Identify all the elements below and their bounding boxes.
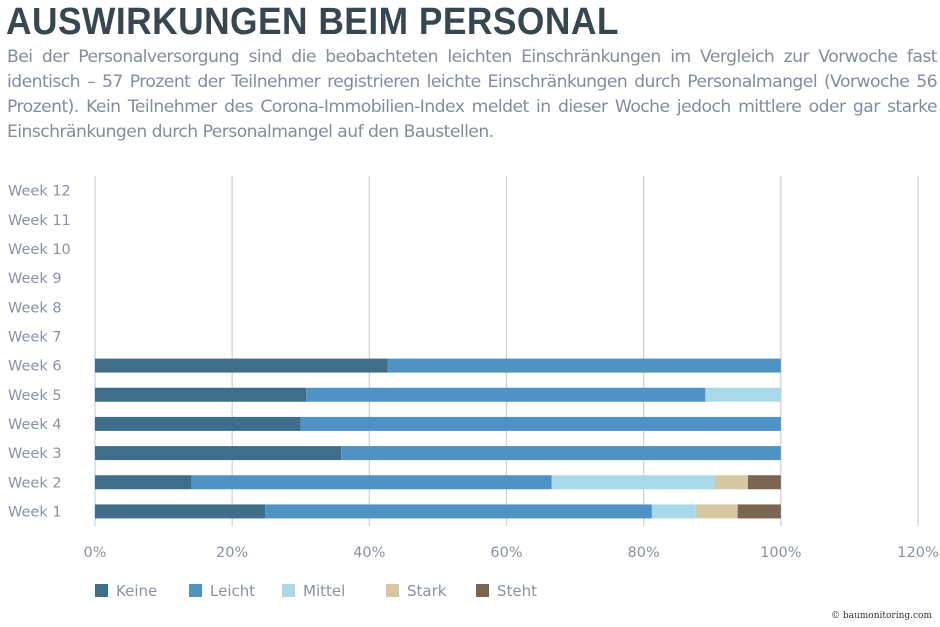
x-tick-label: 80% bbox=[628, 545, 660, 561]
legend-label: Stark bbox=[407, 582, 447, 600]
y-category-label: Week 10 bbox=[8, 242, 71, 258]
gridlines bbox=[94, 176, 919, 526]
legend-label: Keine bbox=[116, 582, 157, 600]
legend-swatch bbox=[282, 584, 295, 597]
legend-label: Mittel bbox=[303, 582, 345, 600]
y-category-label: Week 5 bbox=[8, 388, 62, 404]
bar-stark-week-2 bbox=[714, 475, 748, 490]
bar-keine-week-6 bbox=[95, 358, 388, 373]
bars bbox=[95, 358, 781, 519]
legend-item-keine: Keine bbox=[95, 582, 157, 600]
y-category-label: Week 3 bbox=[8, 446, 62, 462]
y-category-label: Week 4 bbox=[8, 417, 62, 433]
bar-mittel-week-2 bbox=[551, 475, 715, 490]
x-axis-labels: 0% 20% 40% 60% 80% 100% 120% bbox=[83, 545, 938, 561]
bar-leicht-week-1 bbox=[265, 504, 652, 519]
y-category-label: Week 7 bbox=[8, 329, 62, 345]
y-category-label: Week 1 bbox=[8, 504, 62, 520]
bar-keine-week-4 bbox=[95, 416, 301, 431]
legend-label: Leicht bbox=[210, 582, 255, 600]
legend-item-stark: Stark bbox=[386, 582, 447, 600]
legend-label: Steht bbox=[497, 582, 537, 600]
legend-item-leicht: Leicht bbox=[189, 582, 255, 600]
y-category-label: Week 12 bbox=[8, 184, 71, 200]
page-title: AUSWIRKUNGEN BEIM PERSONAL bbox=[6, 1, 619, 43]
bar-keine-week-2 bbox=[95, 475, 192, 490]
copyright-text: © baumonitoring.com bbox=[830, 611, 932, 621]
y-category-label: Week 11 bbox=[8, 213, 71, 229]
x-tick-label: 40% bbox=[353, 545, 385, 561]
x-tick-label: 60% bbox=[490, 545, 522, 561]
bar-leicht-week-6 bbox=[387, 358, 781, 373]
y-category-label: Week 8 bbox=[8, 300, 62, 316]
legend-swatch bbox=[476, 584, 489, 597]
bar-steht-week-1 bbox=[737, 504, 781, 519]
bar-mittel-week-1 bbox=[651, 504, 696, 519]
legend-swatch bbox=[386, 584, 399, 597]
legend: Keine Leicht Mittel Stark Steht bbox=[95, 582, 537, 600]
y-category-label: Week 6 bbox=[8, 359, 62, 375]
legend-swatch bbox=[189, 584, 202, 597]
legend-item-mittel: Mittel bbox=[282, 582, 345, 600]
x-tick-label: 120% bbox=[897, 545, 938, 561]
y-category-label: Week 2 bbox=[8, 475, 62, 491]
description-text: Bei der Personalversorgung sind die beob… bbox=[7, 47, 938, 142]
x-tick-label: 0% bbox=[83, 545, 106, 561]
bar-leicht-week-5 bbox=[306, 387, 706, 402]
bar-leicht-week-2 bbox=[191, 475, 552, 490]
bar-leicht-week-4 bbox=[300, 416, 781, 431]
legend-item-steht: Steht bbox=[476, 582, 537, 600]
y-axis-labels: Week 12 Week 11 Week 10 Week 9 Week 8 Week 7 W… bbox=[8, 184, 71, 521]
bar-steht-week-2 bbox=[747, 475, 781, 490]
bar-leicht-week-3 bbox=[341, 446, 781, 461]
y-category-label: Week 9 bbox=[8, 271, 62, 287]
bar-keine-week-5 bbox=[95, 387, 307, 402]
x-tick-label: 100% bbox=[760, 545, 801, 561]
x-tick-label: 20% bbox=[216, 545, 248, 561]
bar-mittel-week-5 bbox=[705, 387, 781, 402]
bar-stark-week-1 bbox=[695, 504, 738, 519]
bar-keine-week-3 bbox=[95, 446, 342, 461]
bar-keine-week-1 bbox=[95, 504, 266, 519]
legend-swatch bbox=[95, 584, 108, 597]
